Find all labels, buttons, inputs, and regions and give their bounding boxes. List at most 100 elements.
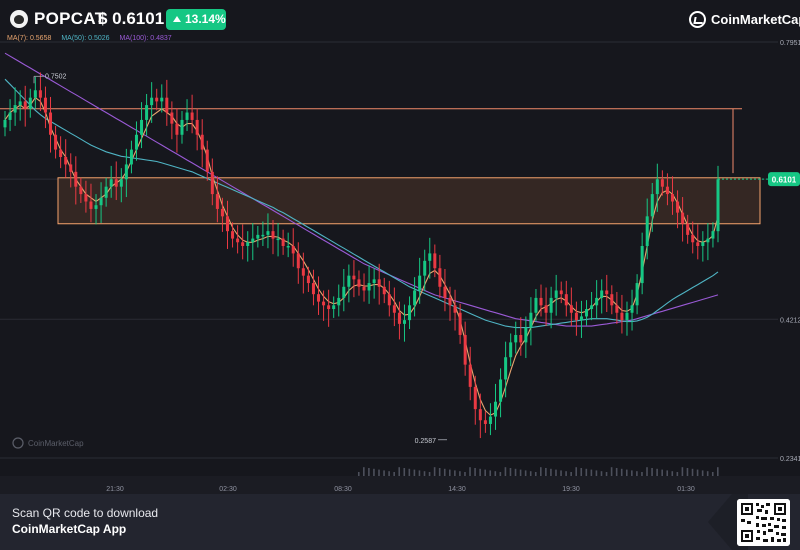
candle-body [605,290,609,295]
volume-bar [696,469,699,476]
volume-bar [398,467,401,476]
candle-body [463,334,467,365]
volume-bar [509,468,512,476]
volume-bar [423,471,426,476]
candle-body [145,105,149,120]
price-chart[interactable]: 0.6101 0.7951 0.4212 0.2341 0.7502 0.2587 Coin… [0,40,800,494]
volume-bar [373,468,375,476]
volume-bar [671,471,674,476]
candle-body [458,312,462,335]
candle-body [468,364,472,387]
candle-body [347,275,351,287]
volume-bar [388,471,390,476]
banner-line-2: CoinMarketCap App [12,522,127,536]
volume-bar [433,467,436,476]
moving-average-legend: MA(7): 0.5658 MA(50): 0.5026 MA(100): 0.… [7,35,180,42]
candle-body [382,286,386,295]
volume-bar [555,469,557,476]
candle-body [276,238,280,241]
candle-body [595,297,599,306]
candle-body [8,112,12,120]
candle-body [579,316,583,321]
volume-bar [666,470,669,476]
candle-body [423,260,427,276]
candle-body [367,283,371,291]
candle-body [362,286,366,291]
candle-body [504,357,508,380]
x-tick-label: 19:30 [562,486,580,493]
candle-body [291,245,295,254]
volume-bar [641,472,643,476]
candle-body [175,123,179,135]
coinmarketcap-logo-icon [689,11,706,28]
candle-body [544,305,548,313]
candle-body [610,294,614,306]
volume-bar [368,468,370,476]
low-price-label: 0.2587 [415,438,437,445]
volume-bar [459,471,461,476]
coin-symbol: POPCAT [34,9,106,28]
candle-body [180,119,184,135]
candle-body [438,268,442,287]
price-change-value: 13.14% [185,12,226,26]
candle-body [13,105,17,113]
candle-body [104,186,108,198]
candle-body [600,290,604,298]
candle-body [261,234,265,237]
candle-body [453,305,457,313]
candle-body [79,186,83,195]
volume-bar [686,468,689,476]
candle-body [590,305,594,310]
candle-body [266,231,270,235]
candle-body [387,294,391,306]
ma7-legend: MA(7): 0.5658 [7,35,52,42]
candle-body [529,312,533,328]
candle-body [215,194,219,209]
candle-body [559,290,563,295]
volume-bar [661,469,663,476]
candle-body [170,112,174,124]
candle-body [114,179,118,187]
candle-body [711,231,715,239]
candle-body [185,112,189,120]
candle-body [225,216,230,232]
candle-body [332,305,336,310]
candle-body [256,234,260,239]
candle-body [620,312,624,321]
candle-body [342,286,346,298]
qr-code-icon[interactable] [737,499,790,546]
candle-body [509,342,513,358]
volume-bar [565,471,567,476]
candle-body [625,312,629,321]
volume-bar [691,468,694,476]
candle-body [660,179,664,187]
candle-body [251,238,255,243]
x-axis-band [0,476,800,494]
candle-body [493,401,498,417]
volume-bar [484,469,486,476]
candle-body [686,223,690,235]
candle-body [569,305,573,313]
volume-bar [524,470,527,476]
volume-bar [706,471,709,476]
candle-body [119,179,123,187]
candle-body [413,290,417,306]
candle-body [150,97,154,106]
candle-body [716,179,720,232]
volume-bar [625,469,628,476]
volume-bar [711,472,714,476]
volume-bar [499,472,502,476]
volume-bar [545,468,547,476]
candle-body [241,242,245,246]
candle-body [18,101,22,106]
candle-body [585,309,589,317]
candle-body [140,119,144,135]
volume-bar [615,468,618,476]
candle-body [301,268,305,276]
volume-bar [519,469,522,476]
candle-body [281,238,285,246]
current-price-label: 0.6101 [772,176,797,185]
volume-bar [636,471,638,476]
volume-bar [469,467,471,476]
volume-bar [701,470,704,476]
